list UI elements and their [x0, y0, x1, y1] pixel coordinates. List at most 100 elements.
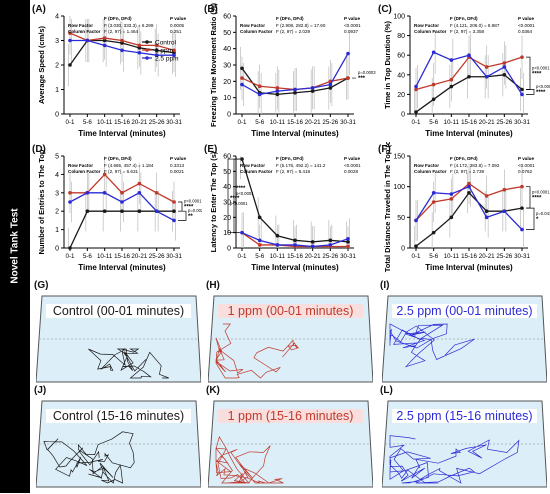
x-tick-label: 10-11: [444, 253, 460, 260]
x-tick-label: 10-11: [97, 119, 113, 126]
stats-row-f: F (2, 97) = 3.358: [450, 29, 485, 34]
sig-stars: ****: [532, 195, 542, 201]
data-point: [275, 89, 280, 93]
x-axis-label: Time Interval (minutes): [425, 263, 513, 272]
data-point: [240, 82, 244, 87]
x-tick-label: 15-16: [287, 253, 303, 260]
data-point: [520, 92, 524, 97]
track-title: Control (15-16 minutes): [46, 409, 191, 423]
legend-label: Control: [155, 39, 177, 46]
y-tick-label: 20: [223, 215, 231, 222]
track-k: 1 ppm (15-16 minutes): [207, 399, 374, 489]
data-point: [467, 53, 471, 57]
stats-row-label: Column Factor: [414, 29, 447, 34]
data-point: [431, 50, 436, 55]
x-tick-label: 5-6: [83, 253, 93, 260]
stats-header: F (DFn, DFd): [276, 16, 304, 21]
stats-header: P value: [344, 16, 360, 21]
stats-row-label: Row Factor: [68, 163, 93, 168]
y-tick-label: 0: [227, 112, 231, 119]
y-tick-label: 3: [55, 38, 59, 45]
stats-row-f: F (3.030, 333.3) = 6.299: [104, 23, 154, 28]
stats-row-p: 0.0364: [518, 29, 532, 34]
x-tick-label: 30-31: [340, 253, 356, 260]
panel-letter: (G): [34, 280, 49, 291]
swim-trace: [389, 435, 520, 484]
data-point: [346, 76, 350, 80]
data-point: [502, 65, 507, 69]
y-tick-label: 150: [393, 154, 405, 161]
sig-bracket: [227, 158, 240, 234]
data-point: [520, 206, 524, 210]
stats-header: P value: [518, 16, 534, 21]
data-point: [293, 87, 297, 92]
swim-trace: [389, 323, 475, 368]
data-point: [449, 197, 454, 201]
sig-pvalue: p<0.0001: [230, 201, 248, 206]
panel-letter: (A): [32, 4, 46, 15]
stats-header: F (DFn, DFd): [450, 156, 478, 161]
data-point: [275, 243, 280, 247]
data-point: [293, 90, 297, 95]
x-tick-label: 20-21: [131, 253, 147, 260]
x-tick-label: 15-16: [114, 253, 130, 260]
legend-label: 2.5 ppm: [155, 55, 179, 62]
panel-letter: (K): [206, 385, 220, 396]
data-point: [137, 191, 142, 195]
panel-letter: (J): [34, 385, 47, 396]
data-point: [431, 191, 436, 195]
data-point: [68, 31, 72, 35]
y-axis-label: Time in Top Duration (%): [383, 20, 392, 109]
stats-row-label: Row Factor: [414, 23, 439, 28]
x-tick-label: 30-31: [514, 253, 530, 260]
track-panel-k: (K) 1 ppm (15-16 minutes): [204, 385, 376, 490]
stats-row-label: Column Factor: [414, 169, 447, 174]
x-tick-label: 0-1: [238, 253, 248, 260]
sig-bracket: [526, 56, 531, 90]
x-tick-label: 10-11: [97, 253, 113, 260]
y-tick-label: 50: [397, 215, 405, 222]
data-point: [240, 230, 244, 235]
data-point: [172, 218, 176, 223]
x-tick-label: 20-21: [479, 253, 495, 260]
y-axis-label: Total Distance Traveled in The Top (cm): [383, 142, 392, 272]
stats-header: P value: [344, 156, 360, 161]
y-axis-label: Latency to Enter The Top (s): [209, 151, 218, 252]
x-tick-label: 0-1: [66, 119, 76, 126]
sig-pvalue: p<0.0001: [236, 191, 254, 196]
data-point: [85, 38, 90, 43]
x-axis-label: Time Interval (minutes): [78, 263, 166, 272]
data-point: [328, 238, 333, 243]
data-point: [449, 58, 454, 62]
stats-row-f: F (4.121, 206.0) = 8.987: [450, 23, 500, 28]
data-point: [240, 76, 244, 80]
track-g: Control (00-01 minutes): [35, 294, 202, 384]
stats-row-p: <0.0001: [518, 163, 535, 168]
sig-stars: ****: [532, 71, 542, 77]
y-tick-label: 2: [55, 63, 59, 70]
sig-stars: **: [188, 214, 193, 220]
y-tick-label: 100: [393, 184, 405, 191]
data-point: [346, 237, 350, 241]
x-tick-label: 10-11: [270, 253, 286, 260]
stats-row-label: Column Factor: [240, 29, 273, 34]
data-point: [310, 89, 315, 93]
data-point: [449, 84, 454, 89]
data-point: [520, 87, 524, 92]
x-axis-label: Time Interval (minutes): [251, 129, 339, 138]
data-point: [502, 73, 507, 77]
y-tick-label: 80: [397, 33, 405, 40]
chart-f: 0 50 100 150 0-1 5-6 10-11 15-16 20-21 25-26 30-31…: [383, 131, 550, 272]
data-point: [154, 43, 159, 48]
track-title: 1 ppm (15-16 minutes): [218, 409, 363, 423]
x-tick-label: 15-16: [114, 119, 130, 126]
track-title: 2.5 ppm (00-01 minutes): [392, 304, 537, 318]
data-point: [467, 184, 471, 189]
swim-trace: [215, 323, 299, 379]
stats-row-f: F (2.908, 282.8) = 17.60: [276, 23, 326, 28]
stats-row-label: Column Factor: [240, 169, 273, 174]
stats-row-label: Column Factor: [68, 29, 101, 34]
x-tick-label: 20-21: [305, 119, 321, 126]
y-axis-label: Number of Entries to The Top: [37, 149, 46, 254]
side-banner: Novel Tank Test: [0, 0, 30, 493]
